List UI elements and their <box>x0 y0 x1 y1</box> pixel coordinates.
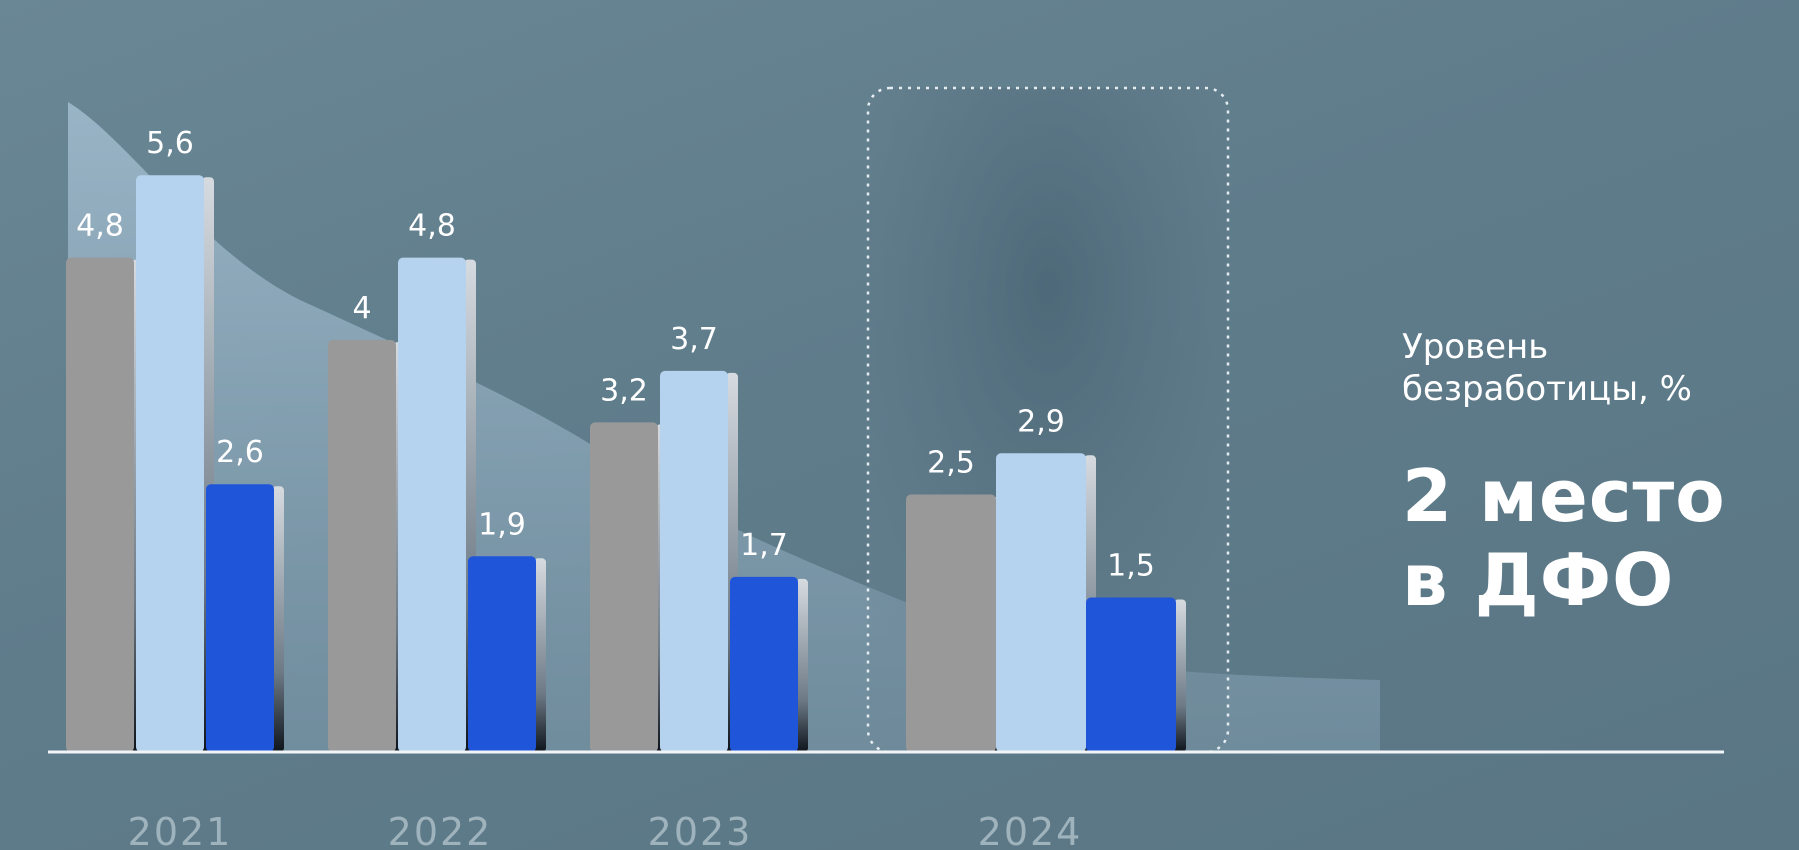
value-label-2022-series-3: 1,9 <box>478 507 526 542</box>
bar-2024-series-1 <box>906 495 996 753</box>
value-label-2022-series-1: 4 <box>352 291 371 326</box>
value-label-2022-series-2: 4,8 <box>408 209 456 244</box>
year-label-2024: 2024 <box>978 810 1083 850</box>
bar-2023-series-3 <box>730 577 798 752</box>
year-label-2022: 2022 <box>388 810 493 850</box>
subtitle-line-1: Уровень <box>1402 326 1792 368</box>
bar-2022-series-2 <box>398 258 466 752</box>
bar-2021-series-1 <box>66 258 134 752</box>
bar-2024-series-3 <box>1086 598 1176 753</box>
year-label-2023: 2023 <box>648 810 753 850</box>
year-label-2021: 2021 <box>128 810 233 850</box>
side-caption: Уровень безработицы, % 2 место в ДФО <box>1402 326 1792 622</box>
headline-line-1: 2 место <box>1402 454 1792 538</box>
bar-2023-series-2 <box>660 371 728 752</box>
bar-2024-series-2 <box>996 453 1086 752</box>
value-label-2023-series-1: 3,2 <box>600 373 648 408</box>
value-label-2021-series-1: 4,8 <box>76 209 124 244</box>
headline-line-2: в ДФО <box>1402 538 1792 622</box>
bar-2021-series-2 <box>136 175 204 752</box>
bar-2022-series-1 <box>328 340 396 752</box>
value-label-2024-series-3: 1,5 <box>1107 549 1155 584</box>
value-label-2021-series-3: 2,6 <box>216 435 264 470</box>
bar-2021-series-3 <box>206 484 274 752</box>
bar-2022-series-3 <box>468 556 536 752</box>
value-label-2024-series-1: 2,5 <box>927 446 975 481</box>
value-label-2024-series-2: 2,9 <box>1017 404 1065 439</box>
subtitle: Уровень безработицы, % <box>1402 326 1792 410</box>
value-label-2021-series-2: 5,6 <box>146 126 194 161</box>
subtitle-line-2: безработицы, % <box>1402 368 1792 410</box>
bar-2023-series-1 <box>590 422 658 752</box>
value-label-2023-series-3: 1,7 <box>740 528 788 563</box>
value-label-2023-series-2: 3,7 <box>670 322 718 357</box>
headline: 2 место в ДФО <box>1402 454 1792 622</box>
